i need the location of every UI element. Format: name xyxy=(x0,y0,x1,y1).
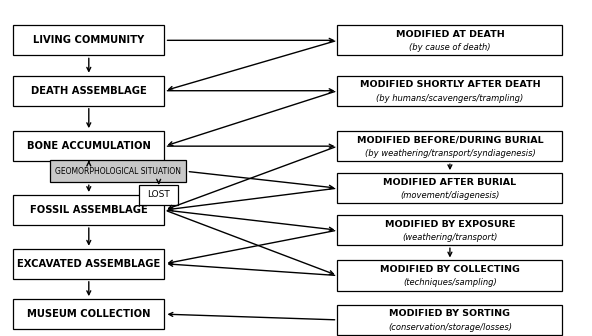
Text: BONE ACCUMULATION: BONE ACCUMULATION xyxy=(27,141,151,151)
Bar xyxy=(337,305,562,335)
Bar xyxy=(337,131,562,161)
Bar xyxy=(337,25,562,55)
Text: MODIFIED BY SORTING: MODIFIED BY SORTING xyxy=(390,309,510,318)
Text: (movement/diagenesis): (movement/diagenesis) xyxy=(400,191,500,200)
Text: DEATH ASSEMBLAGE: DEATH ASSEMBLAGE xyxy=(31,86,147,96)
Text: (by humans/scavengers/trampling): (by humans/scavengers/trampling) xyxy=(377,94,523,102)
Text: (weathering/transport): (weathering/transport) xyxy=(402,233,498,242)
Text: (techniques/sampling): (techniques/sampling) xyxy=(403,279,497,287)
Bar xyxy=(337,76,562,106)
Bar xyxy=(13,76,165,106)
Text: (by cause of death): (by cause of death) xyxy=(409,43,491,52)
Text: LIVING COMMUNITY: LIVING COMMUNITY xyxy=(33,35,144,45)
Text: MODIFIED BY EXPOSURE: MODIFIED BY EXPOSURE xyxy=(385,220,515,228)
Text: (by weathering/transport/syndiagenesis): (by weathering/transport/syndiagenesis) xyxy=(365,149,535,158)
Text: GEOMORPHOLOGICAL SITUATION: GEOMORPHOLOGICAL SITUATION xyxy=(56,167,181,176)
Bar xyxy=(13,195,165,225)
Bar xyxy=(13,299,165,329)
Bar xyxy=(50,161,186,182)
Bar xyxy=(337,173,562,203)
Text: MODIFIED AT DEATH: MODIFIED AT DEATH xyxy=(395,30,504,39)
Text: EXCAVATED ASSEMBLAGE: EXCAVATED ASSEMBLAGE xyxy=(17,259,160,269)
Text: (conservation/storage/losses): (conservation/storage/losses) xyxy=(388,323,512,332)
Bar xyxy=(337,260,562,291)
Text: FOSSIL ASSEMBLAGE: FOSSIL ASSEMBLAGE xyxy=(30,205,147,215)
Text: MUSEUM COLLECTION: MUSEUM COLLECTION xyxy=(27,309,150,319)
Text: MODIFIED AFTER BURIAL: MODIFIED AFTER BURIAL xyxy=(384,178,516,186)
Text: MODIFIED BEFORE/DURING BURIAL: MODIFIED BEFORE/DURING BURIAL xyxy=(356,136,543,144)
Bar xyxy=(13,131,165,161)
Text: MODIFIED BY COLLECTING: MODIFIED BY COLLECTING xyxy=(380,265,520,274)
Bar xyxy=(13,249,165,279)
Bar xyxy=(337,215,562,245)
Text: MODIFIED SHORTLY AFTER DEATH: MODIFIED SHORTLY AFTER DEATH xyxy=(359,80,540,89)
Bar xyxy=(13,25,165,55)
Bar xyxy=(140,185,178,205)
Text: LOST: LOST xyxy=(147,191,170,199)
